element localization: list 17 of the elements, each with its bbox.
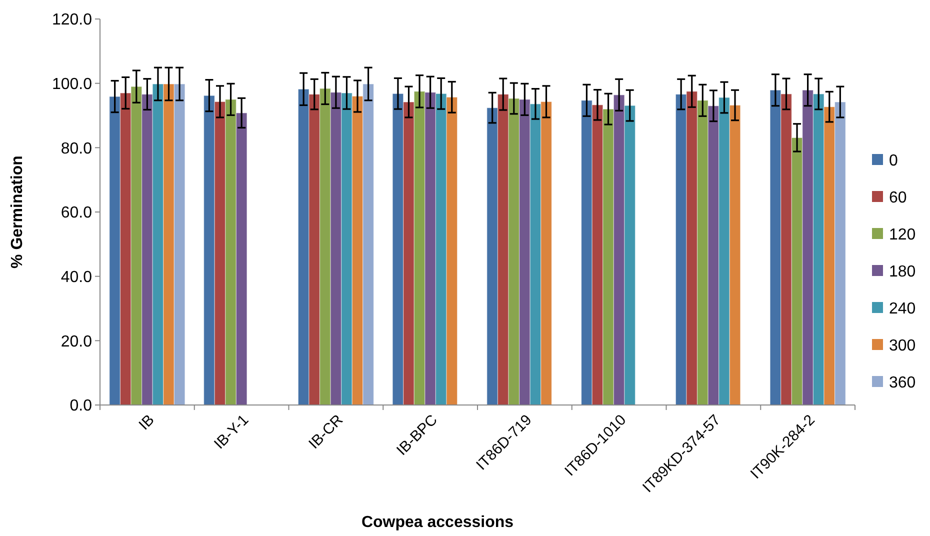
x-tick-label: IB: [136, 412, 158, 434]
y-tick-label: 20.0: [60, 333, 92, 350]
legend-label: 300: [889, 338, 916, 355]
y-tick-label: 40.0: [60, 268, 92, 286]
y-axis-title: % Germination: [9, 156, 26, 268]
legend-label: 60: [889, 190, 907, 207]
legend-label: 240: [889, 300, 916, 318]
y-tick-label: 60.0: [60, 204, 92, 222]
x-axis-title: Cowpea accessions: [361, 514, 514, 531]
y-tick-label: 80.0: [60, 140, 92, 158]
y-tick-label: 0.0: [70, 398, 92, 415]
legend-label: 0: [889, 152, 898, 170]
legend-label: 180: [889, 264, 916, 281]
legend-label: 120: [889, 226, 916, 244]
y-tick-label: 120.0: [52, 12, 92, 29]
legend-label: 360: [889, 374, 916, 392]
y-tick-label: 100.0: [52, 76, 92, 93]
